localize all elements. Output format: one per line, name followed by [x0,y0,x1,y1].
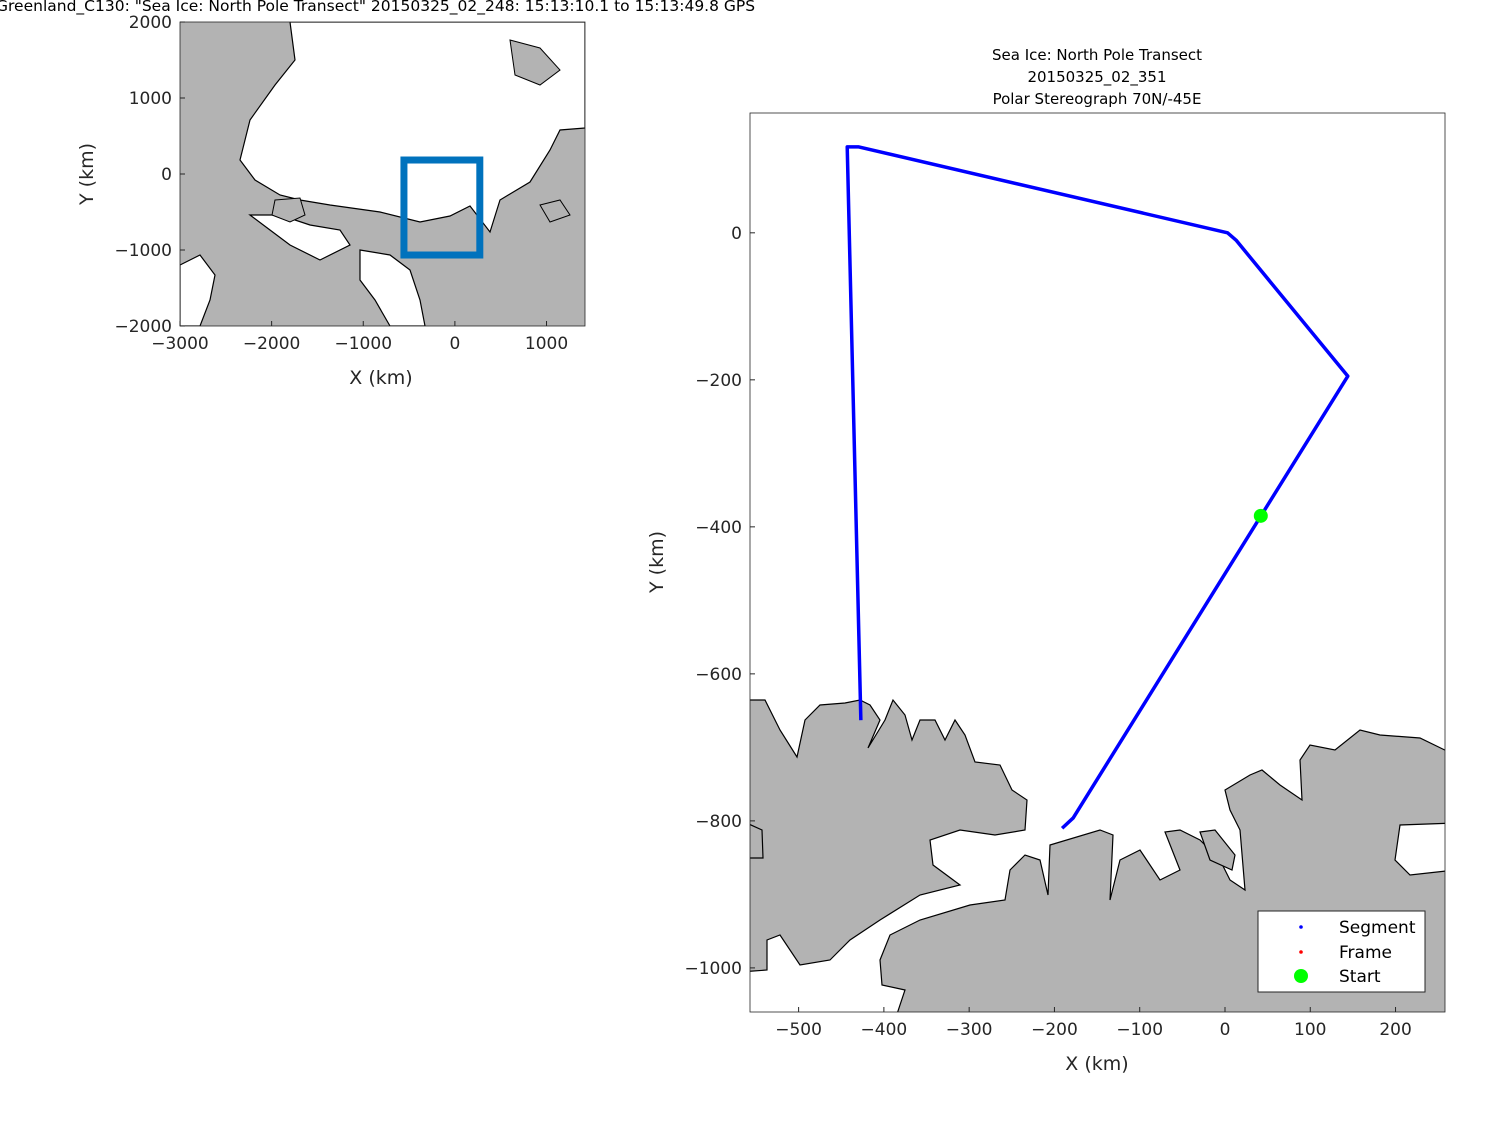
y-tick-label: −2000 [114,317,172,337]
overview-x-label: X (km) [349,367,412,389]
land-sliver [750,823,764,859]
legend-frame-label: Frame [1339,943,1392,963]
detail-y-label: Y (km) [646,531,668,594]
start-marker [1253,508,1268,523]
segment-track [845,145,1350,830]
overview-map [180,22,585,326]
x-tick-label: 200 [1379,1020,1411,1040]
island [509,39,561,86]
baffin-bay [359,249,426,326]
figure-title: Greenland_C130: "Sea Ice: North Pole Tra… [0,0,756,15]
y-tick-label: 2000 [129,13,172,33]
x-tick-label: 0 [1220,1020,1231,1040]
legend-segment-label: Segment [1339,918,1416,938]
extent-box [400,156,484,259]
legend-start-marker [1294,969,1308,983]
y-tick-label: −800 [695,812,742,832]
title-line-2: 20150325_02_351 [1027,68,1166,87]
x-tick-label: 0 [449,334,460,354]
title-line-1: Sea Ice: North Pole Transect [992,46,1202,64]
legend: Segment Frame Start [1257,910,1426,993]
x-tick-label: −200 [1031,1020,1078,1040]
x-tick-label: −400 [861,1020,908,1040]
detail-title: Sea Ice: North Pole Transect 20150325_02… [992,46,1202,108]
arctic-ocean [239,22,585,234]
detail-map [750,145,1445,1012]
island [271,197,306,223]
island [539,199,571,223]
x-tick-label: −100 [1116,1020,1163,1040]
x-tick-label: −1000 [335,334,393,354]
y-tick-label: 1000 [129,89,172,109]
title-line-3: Polar Stereograph 70N/-45E [993,90,1202,108]
legend-segment-marker [1299,925,1303,929]
legend-start-label: Start [1339,967,1381,987]
x-tick-label: −3000 [151,334,209,354]
y-tick-label: −600 [695,665,742,685]
x-tick-label: −2000 [243,334,301,354]
overview-y-label: Y (km) [76,143,98,206]
y-tick-label: −1000 [684,959,742,979]
y-tick-label: 0 [161,165,172,185]
x-tick-label: 1000 [525,334,568,354]
legend-frame-marker [1299,950,1303,954]
detail-x-label: X (km) [1065,1053,1128,1075]
x-tick-label: 100 [1294,1020,1326,1040]
y-tick-label: −400 [695,518,742,538]
island [1199,829,1236,871]
y-tick-label: −1000 [114,241,172,261]
hudson-bay [180,254,216,326]
y-tick-label: 0 [731,224,742,244]
land-west [750,698,1028,972]
x-tick-label: −300 [946,1020,993,1040]
x-tick-label: −500 [775,1020,822,1040]
detail-axes-box [749,112,1446,1013]
y-tick-label: −200 [695,371,742,391]
